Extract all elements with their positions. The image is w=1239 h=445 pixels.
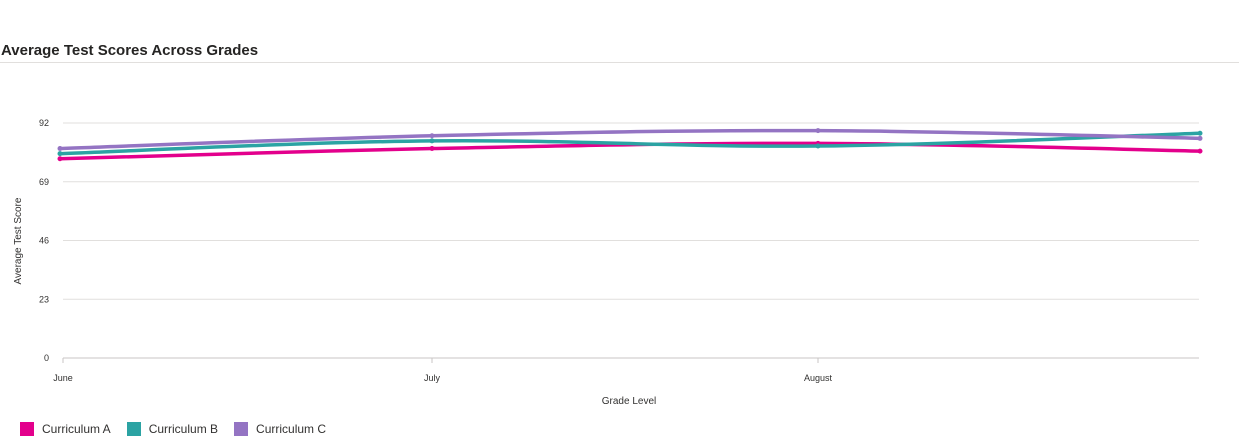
data-point-curriculum-c[interactable]	[815, 128, 821, 134]
series-line-curriculum-c[interactable]	[58, 128, 1202, 151]
data-point-curriculum-a[interactable]	[1197, 148, 1203, 154]
data-point-curriculum-a[interactable]	[429, 146, 435, 152]
legend-item-curriculum-a[interactable]: Curriculum A	[20, 422, 111, 436]
x-tick-label: August	[804, 373, 833, 383]
x-tick-label: July	[424, 373, 441, 383]
gridlines	[63, 122, 1199, 300]
data-point-curriculum-b[interactable]	[815, 143, 821, 149]
title-divider	[0, 62, 1239, 63]
data-point-curriculum-b[interactable]	[429, 138, 435, 144]
legend-item-curriculum-b[interactable]: Curriculum B	[126, 422, 219, 436]
legend-label-curriculum-a: Curriculum A	[42, 422, 111, 436]
data-point-curriculum-a[interactable]	[57, 156, 63, 162]
y-tick-label: 92	[39, 118, 49, 128]
legend: Curriculum A Curriculum B Curriculum C	[20, 422, 326, 436]
data-point-curriculum-c[interactable]	[57, 146, 63, 152]
legend-swatch-curriculum-a	[20, 422, 34, 436]
legend-swatch-curriculum-c	[234, 422, 249, 436]
y-tick-label: 69	[39, 177, 49, 187]
legend-swatch-curriculum-b	[126, 422, 141, 436]
x-axis-title: Grade Level	[602, 396, 656, 407]
data-point-curriculum-b[interactable]	[1197, 130, 1203, 136]
data-point-curriculum-c[interactable]	[429, 133, 435, 139]
y-tick-label: 46	[39, 236, 49, 246]
legend-label-curriculum-b: Curriculum B	[148, 422, 219, 436]
data-point-curriculum-c[interactable]	[1197, 135, 1203, 141]
y-tick-label: 0	[44, 353, 49, 363]
axes: 0 23 46 69 92 June July August	[39, 118, 1199, 383]
chart-title: Average Test Scores Across Grades	[1, 42, 259, 59]
legend-label-curriculum-c: Curriculum C	[256, 422, 327, 436]
data-point-curriculum-b[interactable]	[57, 151, 63, 157]
x-tick-label: June	[53, 373, 73, 383]
legend-item-curriculum-c[interactable]: Curriculum C	[234, 422, 326, 436]
y-tick-label: 23	[39, 294, 49, 304]
series-lines	[57, 128, 1203, 162]
series-line-curriculum-b[interactable]	[58, 131, 1202, 156]
y-axis-title: Average Test Score	[13, 197, 24, 284]
